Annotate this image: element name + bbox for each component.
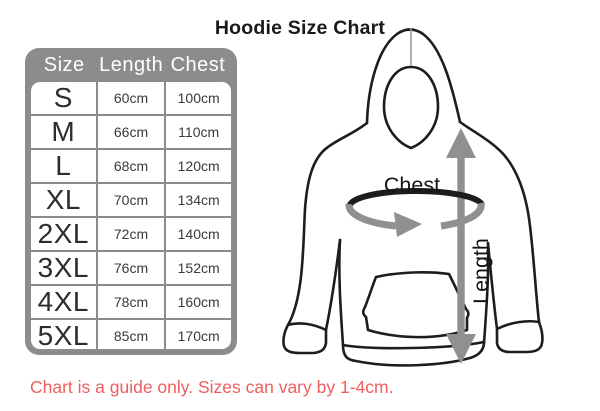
cell-size: L <box>31 150 96 182</box>
cell-length: 85cm <box>97 320 165 349</box>
cell-size: XL <box>31 184 96 216</box>
cell-length: 78cm <box>97 286 165 318</box>
cell-chest: 152cm <box>166 252 231 284</box>
size-table-header: Size Length Chest <box>31 48 231 82</box>
chest-label: Chest <box>384 173 440 197</box>
cell-length: 76cm <box>97 252 165 284</box>
size-table: Size Length Chest S 60cm 100cm M 66cm 110cm L 68c… <box>25 48 237 355</box>
length-arrow-icon <box>446 128 476 364</box>
hoodie-outline <box>282 28 544 367</box>
hood-opening <box>382 65 440 150</box>
column-header: Length <box>99 53 164 76</box>
hoodie-diagram: Chest Length <box>282 28 544 367</box>
cell-size: S <box>31 82 96 114</box>
column-header: Size <box>43 53 85 76</box>
cell-chest: 170cm <box>166 320 231 349</box>
cell-length: 66cm <box>97 116 165 148</box>
cell-length: 70cm <box>97 184 165 216</box>
size-table-body: S 60cm 100cm M 66cm 110cm L 68cm 120cm XL 70cm 134c… <box>31 82 231 349</box>
cell-chest: 160cm <box>166 286 231 318</box>
cell-chest: 100cm <box>166 82 231 114</box>
cell-length: 68cm <box>97 150 165 182</box>
length-label: Length <box>469 238 493 304</box>
cell-size: 4XL <box>31 286 96 318</box>
column-header: Chest <box>170 53 226 76</box>
cell-chest: 134cm <box>166 184 231 216</box>
chest-arrow-icon <box>345 187 485 237</box>
hood-outline <box>365 28 462 125</box>
pocket-outline <box>361 271 470 339</box>
cell-chest: 110cm <box>166 116 231 148</box>
cell-size: 2XL <box>31 218 96 250</box>
footnote: Chart is a guide only. Sizes can vary by… <box>30 377 394 397</box>
cell-size: M <box>31 116 96 148</box>
cell-chest: 120cm <box>166 150 231 182</box>
cell-length: 60cm <box>97 82 165 114</box>
cell-size: 5XL <box>31 320 96 349</box>
cell-chest: 140cm <box>166 218 231 250</box>
page-title: Hoodie Size Chart <box>214 17 386 39</box>
cell-size: 3XL <box>31 252 96 284</box>
cell-length: 72cm <box>97 218 165 250</box>
